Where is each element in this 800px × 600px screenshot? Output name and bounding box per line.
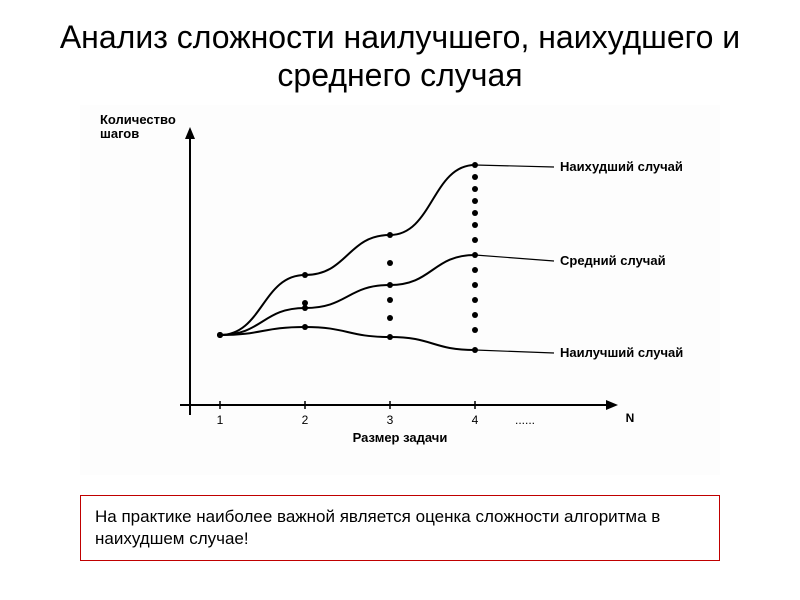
- x-tick-label: 2: [302, 413, 309, 427]
- x-axis-right-label: N: [626, 411, 635, 425]
- x-tick-dots: ......: [515, 413, 535, 427]
- note-box: На практике наиболее важной является оце…: [80, 495, 720, 561]
- x-tick-label: 1: [217, 413, 224, 427]
- x-tick-label: 4: [472, 413, 479, 427]
- x-tick-label: 3: [387, 413, 394, 427]
- x-axis-label: Размер задачи: [353, 430, 448, 445]
- best-case-label: Наилучший случай: [560, 345, 683, 360]
- complexity-chart: Количество шагов Размер задачи Наихудший…: [80, 105, 720, 475]
- slide-root: Анализ сложности наилучшего, наихудшего …: [0, 0, 800, 600]
- y-axis-label: Количество шагов: [100, 113, 176, 142]
- worst-case-label: Наихудший случай: [560, 159, 683, 174]
- average-case-label: Средний случай: [560, 253, 666, 268]
- slide-title: Анализ сложности наилучшего, наихудшего …: [30, 18, 770, 95]
